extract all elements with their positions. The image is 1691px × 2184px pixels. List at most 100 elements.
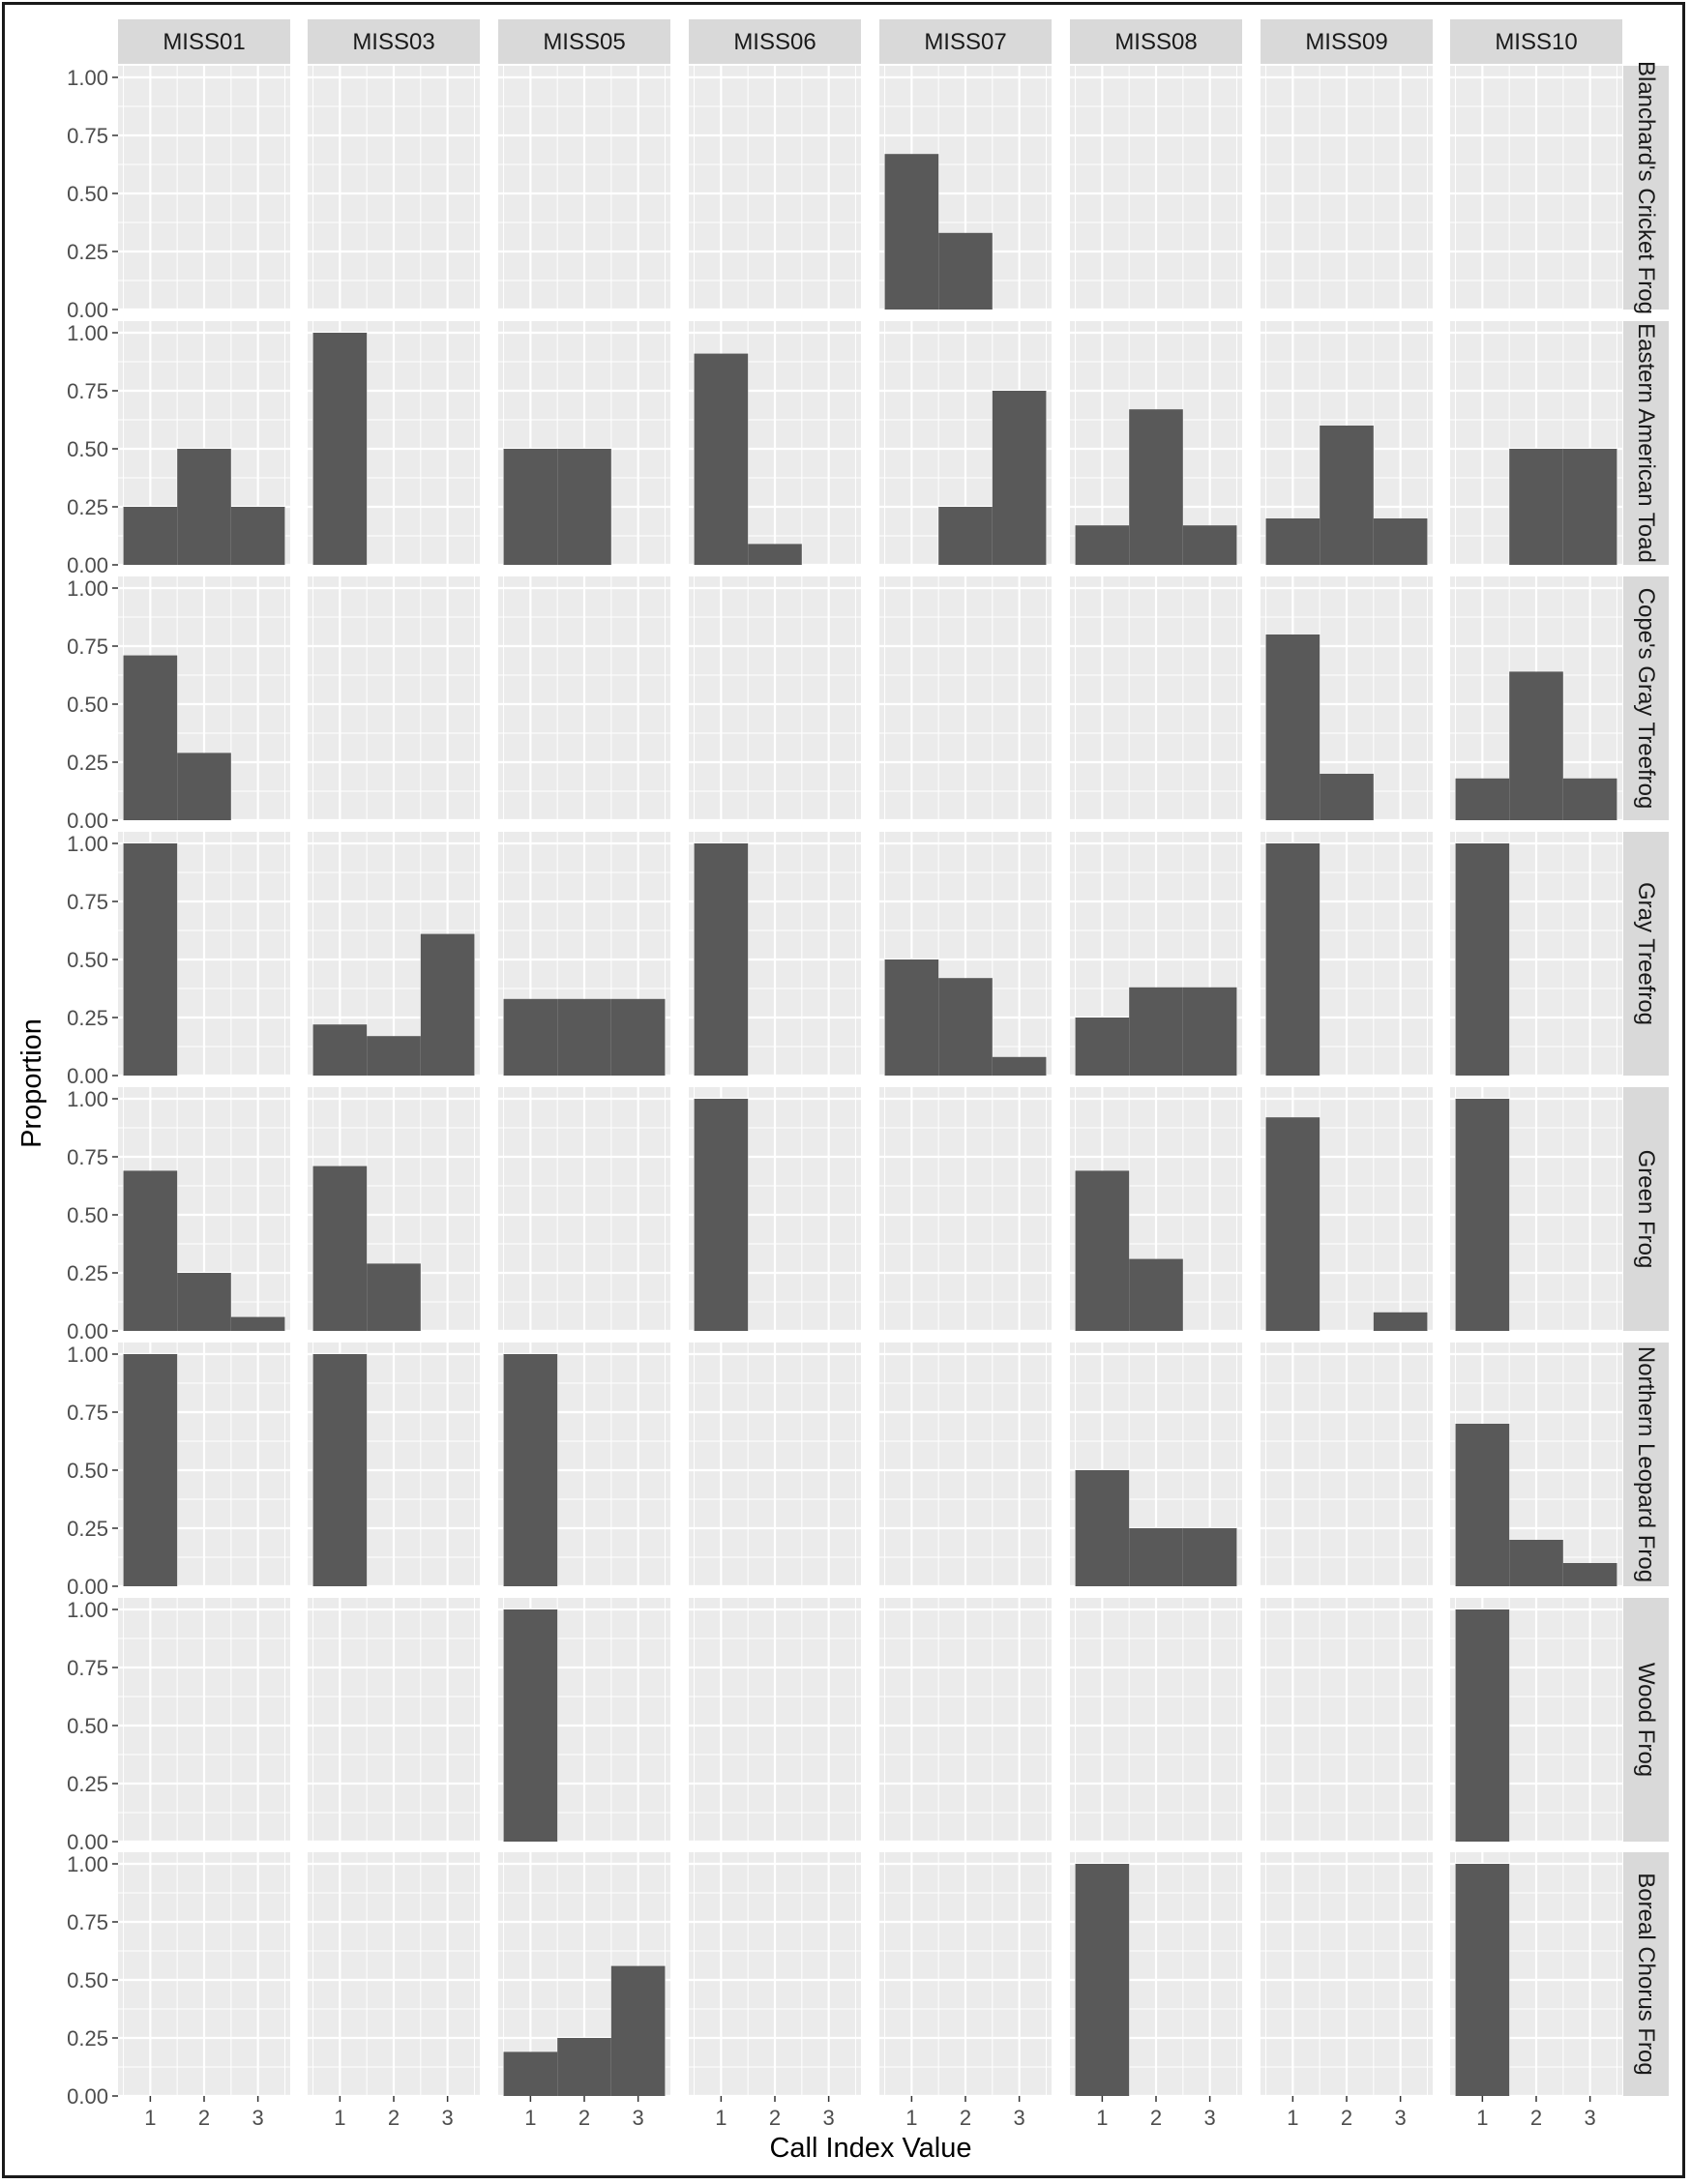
bar-gray-treefrog-miss05-1: [503, 998, 558, 1076]
column-strip-miss08: [1070, 19, 1242, 64]
y-tick-label: 0.50: [67, 948, 108, 972]
x-tick-label: 2: [1341, 2106, 1352, 2130]
bar-northern-leopard-frog-miss08-3: [1182, 1528, 1237, 1586]
bar-cope-s-gray-treefrog-miss10-1: [1455, 778, 1510, 820]
x-tick-label: 2: [960, 2106, 971, 2130]
bar-gray-treefrog-miss09-1: [1265, 843, 1320, 1076]
x-axis-title: Call Index Value: [769, 2133, 971, 2164]
x-tick-label: 2: [198, 2106, 210, 2130]
y-tick-label: 1.00: [67, 1087, 108, 1111]
bar-green-frog-miss01-3: [230, 1316, 285, 1331]
y-tick-label: 1.00: [67, 1343, 108, 1367]
bar-eastern-american-toad-miss01-1: [123, 507, 178, 565]
bar-green-frog-miss06-1: [694, 1099, 749, 1331]
row-strip-label: Cope's Gray Treefrog: [1633, 588, 1659, 810]
y-tick-label: 0.75: [67, 1145, 108, 1169]
y-tick-label: 0.00: [67, 298, 108, 322]
y-tick-label: 0.50: [67, 1714, 108, 1738]
column-strip-miss01: [118, 19, 290, 64]
bar-green-frog-miss03-1: [312, 1166, 368, 1331]
column-strip-miss06: [689, 19, 861, 64]
column-strip-label: MISS01: [163, 29, 245, 55]
bar-eastern-american-toad-miss07-2: [938, 507, 993, 565]
y-tick-label: 0.50: [67, 1968, 108, 1992]
y-tick-label: 0.00: [67, 1830, 108, 1854]
x-tick-label: 2: [1530, 2106, 1542, 2130]
row-strip-label: Gray Treefrog: [1633, 882, 1659, 1025]
x-tick-label: 1: [715, 2106, 727, 2130]
x-tick-label: 3: [823, 2106, 835, 2130]
y-tick-label: 1.00: [67, 1852, 108, 1876]
bar-blanchard-s-cricket-frog-miss07-2: [938, 232, 993, 310]
y-tick-label: 0.50: [67, 1203, 108, 1227]
y-tick-label: 0.25: [67, 751, 108, 775]
bar-eastern-american-toad-miss06-1: [694, 353, 749, 565]
x-tick-label: 3: [442, 2106, 454, 2130]
bar-northern-leopard-frog-miss08-2: [1129, 1528, 1183, 1586]
bar-cope-s-gray-treefrog-miss01-2: [177, 753, 231, 820]
bar-gray-treefrog-miss08-2: [1129, 987, 1183, 1076]
bar-green-frog-miss09-3: [1373, 1312, 1428, 1331]
bar-gray-treefrog-miss08-1: [1075, 1018, 1130, 1076]
x-tick-label: 2: [578, 2106, 590, 2130]
bar-gray-treefrog-miss03-2: [367, 1036, 421, 1076]
x-tick-label: 3: [1585, 2106, 1596, 2130]
row-strip-green-frog: [1623, 1087, 1669, 1331]
y-tick-label: 0.00: [67, 553, 108, 577]
y-tick-label: 0.50: [67, 1459, 108, 1483]
y-tick-label: 1.00: [67, 832, 108, 856]
bar-eastern-american-toad-miss01-3: [230, 507, 285, 565]
row-strip-eastern-american-toad: [1623, 321, 1669, 565]
bar-northern-leopard-frog-miss10-3: [1562, 1563, 1617, 1586]
y-tick-label: 0.25: [67, 1772, 108, 1796]
y-tick-label: 0.75: [67, 1910, 108, 1934]
bar-gray-treefrog-miss05-2: [557, 998, 611, 1076]
y-tick-label: 0.00: [67, 1064, 108, 1088]
x-tick-label: 3: [1395, 2106, 1407, 2130]
bar-cope-s-gray-treefrog-miss10-2: [1509, 671, 1563, 820]
bar-northern-leopard-frog-miss10-2: [1509, 1540, 1563, 1586]
bar-green-frog-miss01-1: [123, 1170, 178, 1331]
row-strip-wood-frog: [1623, 1598, 1669, 1842]
column-strip-miss03: [308, 19, 480, 64]
y-axis-title: Proportion: [16, 1018, 47, 1148]
bar-eastern-american-toad-miss08-2: [1129, 409, 1183, 565]
bar-gray-treefrog-miss07-3: [992, 1056, 1047, 1076]
column-strip-miss09: [1261, 19, 1433, 64]
row-strip-northern-leopard-frog: [1623, 1343, 1669, 1586]
y-tick-label: 1.00: [67, 576, 108, 601]
bar-eastern-american-toad-miss03-1: [312, 333, 368, 565]
y-tick-label: 0.00: [67, 2084, 108, 2109]
y-tick-label: 0.25: [67, 240, 108, 264]
x-tick-label: 3: [252, 2106, 264, 2130]
bar-northern-leopard-frog-miss08-1: [1075, 1470, 1130, 1586]
y-tick-label: 0.25: [67, 1006, 108, 1030]
bar-wood-frog-miss05-1: [503, 1609, 558, 1842]
y-tick-label: 0.75: [67, 635, 108, 659]
y-tick-label: 1.00: [67, 321, 108, 345]
row-strip-boreal-chorus-frog: [1623, 1852, 1669, 2096]
y-tick-label: 0.75: [67, 890, 108, 914]
y-tick-label: 0.00: [67, 809, 108, 833]
bar-gray-treefrog-miss05-3: [610, 998, 666, 1076]
y-tick-label: 0.50: [67, 437, 108, 461]
y-tick-label: 0.75: [67, 1656, 108, 1680]
row-strip-cope-s-gray-treefrog: [1623, 576, 1669, 820]
bar-boreal-chorus-frog-miss08-1: [1075, 1864, 1130, 2096]
bar-wood-frog-miss10-1: [1455, 1609, 1510, 1842]
bar-boreal-chorus-frog-miss05-1: [503, 2051, 558, 2096]
bar-eastern-american-toad-miss08-1: [1075, 525, 1130, 565]
bar-cope-s-gray-treefrog-miss09-1: [1265, 635, 1320, 820]
bar-northern-leopard-frog-miss10-1: [1455, 1424, 1510, 1586]
bar-green-frog-miss08-2: [1129, 1258, 1183, 1331]
y-tick-label: 0.75: [67, 379, 108, 403]
x-tick-label: 2: [1150, 2106, 1162, 2130]
bar-eastern-american-toad-miss05-2: [557, 449, 611, 565]
row-strip-label: Northern Leopard Frog: [1633, 1346, 1659, 1582]
row-strip-label: Boreal Chorus Frog: [1633, 1873, 1659, 2075]
row-strip-label: Eastern American Toad: [1633, 323, 1659, 563]
bar-eastern-american-toad-miss10-3: [1562, 449, 1617, 565]
bar-eastern-american-toad-miss06-2: [748, 544, 802, 565]
x-tick-label: 2: [769, 2106, 781, 2130]
